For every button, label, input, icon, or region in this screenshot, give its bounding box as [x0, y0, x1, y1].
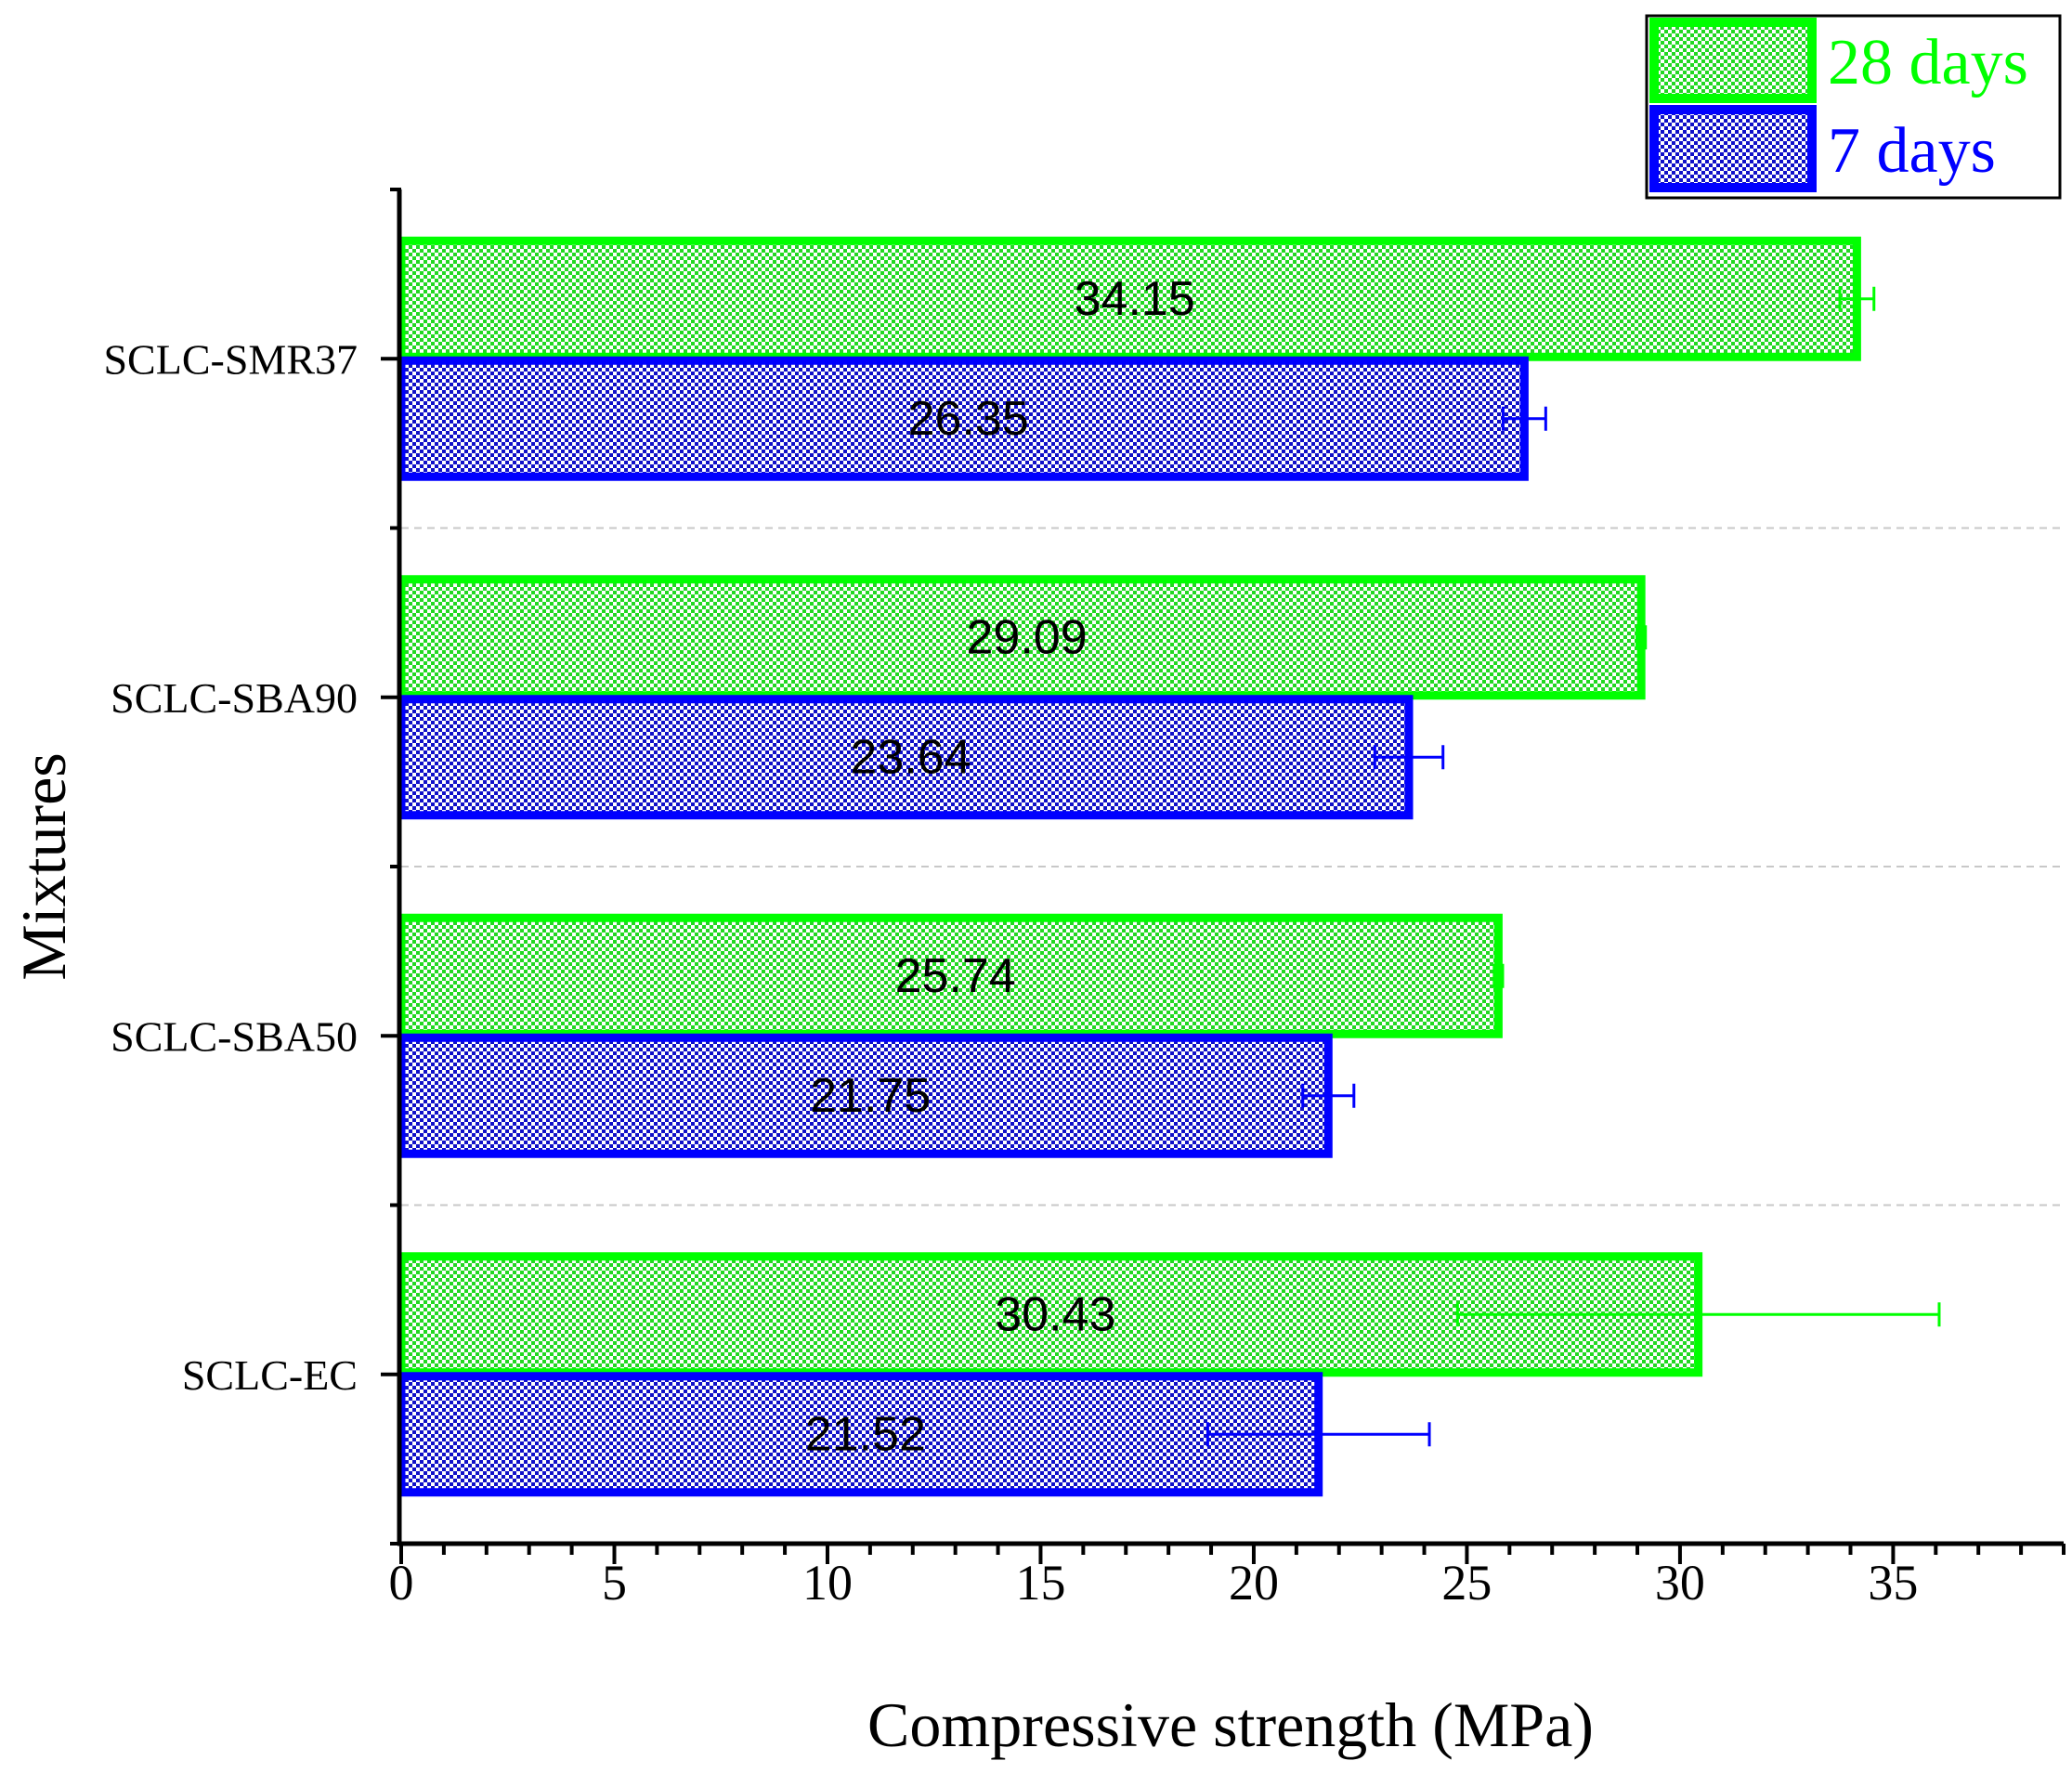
bar-7-days-SCLC-SBA90	[397, 695, 1414, 820]
x-tick-label: 20	[1229, 1555, 1279, 1611]
data-label: 23.64	[850, 730, 971, 784]
error-bar	[1373, 745, 1445, 770]
data-label: 30.43	[995, 1287, 1115, 1341]
error-bar	[1492, 963, 1505, 988]
y-tick-label: SCLC-SMR37	[103, 335, 358, 383]
legend: 28 days 7 days	[1645, 14, 2062, 200]
data-label: 21.52	[805, 1407, 926, 1461]
legend-swatch-28-days	[1649, 18, 1817, 103]
error-bar	[1205, 1422, 1431, 1447]
x-tick-label: 35	[1868, 1555, 1918, 1611]
bar-7-days-SCLC-SBA50	[397, 1033, 1333, 1158]
y-tick-label: SCLC-EC	[182, 1351, 358, 1399]
data-label: 29.09	[967, 610, 1088, 664]
y-tick-label: SCLC-SBA90	[111, 674, 358, 722]
legend-label-28-days: 28 days	[1828, 27, 2028, 98]
data-label: 26.35	[908, 392, 1029, 446]
category-separators	[401, 527, 2064, 1207]
x-ticks: 0 5 10 15 20 25 30 35	[389, 1544, 2065, 1611]
data-label: 21.75	[810, 1069, 931, 1123]
y-tick-label: SCLC-SBA50	[111, 1012, 358, 1060]
x-axis-title: Compressive strength (MPa)	[867, 1689, 1594, 1760]
data-label: 25.74	[895, 949, 1016, 1003]
error-bar	[1301, 1083, 1356, 1108]
x-tick-label: 30	[1655, 1555, 1705, 1611]
error-bar	[1455, 1302, 1941, 1327]
error-bar	[1838, 286, 1876, 311]
error-bar	[1635, 625, 1648, 650]
x-tick-label: 25	[1441, 1555, 1492, 1611]
error-bar	[1501, 406, 1547, 431]
x-tick-label: 15	[1015, 1555, 1065, 1611]
data-label: 34.15	[1075, 272, 1195, 326]
y-axis-title: Mixtures	[8, 752, 79, 981]
x-tick-label: 0	[389, 1555, 414, 1611]
legend-swatch-7-days	[1649, 105, 1817, 192]
legend-label-7-days: 7 days	[1828, 115, 1996, 187]
y-ticks: SCLC-EC SCLC-SBA50 SCLC-SBA90 SCLC-SMR37	[103, 188, 401, 1546]
x-tick-label: 5	[602, 1555, 627, 1611]
x-tick-label: 10	[802, 1555, 853, 1611]
